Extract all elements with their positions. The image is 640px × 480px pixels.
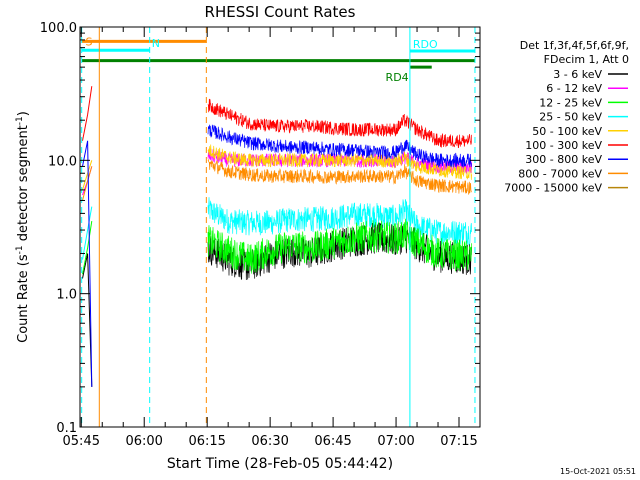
legend-label: 800 - 7000 keV bbox=[518, 167, 602, 180]
legend-label: 6 - 12 keV bbox=[546, 82, 602, 95]
series-line-pre bbox=[82, 253, 93, 387]
series-line-post bbox=[207, 159, 472, 195]
series-6 bbox=[82, 124, 472, 387]
y-axis-label-mid: detector segment bbox=[16, 125, 31, 245]
legend-label: 25 - 50 keV bbox=[539, 111, 602, 124]
legend: Det 1f,3f,4f,5f,6f,9f, FDecim 1, Att 0 3… bbox=[504, 39, 629, 195]
y-tick-label: 0.1 bbox=[56, 421, 77, 436]
plot-frame bbox=[79, 26, 481, 428]
x-tick-label: 05:45 bbox=[63, 434, 100, 449]
x-axis: 05:45 06:00 06:15 06:30 06:45 07:00 07:15 bbox=[63, 27, 481, 449]
annotation-layer: S N RD4 RDO bbox=[81, 35, 475, 84]
legend-label: 300 - 800 keV bbox=[525, 153, 602, 166]
y-axis-label-main: Count Rate (s bbox=[16, 254, 31, 343]
series-layer bbox=[82, 86, 472, 387]
x-axis-label: Start Time (28-Feb-05 05:44:42) bbox=[167, 456, 393, 472]
series-line-pre bbox=[82, 140, 93, 387]
y-axis-label: Count Rate (s-1 detector segment-1) bbox=[15, 111, 31, 343]
series-line-pre bbox=[82, 166, 93, 201]
x-tick-label: 07:15 bbox=[440, 434, 477, 449]
status-bar-label: N bbox=[152, 37, 160, 50]
x-tick-label: 06:30 bbox=[251, 434, 288, 449]
series-5 bbox=[82, 86, 472, 149]
legend-header-line-1: Det 1f,3f,4f,5f,6f,9f, bbox=[520, 39, 629, 52]
legend-label: 50 - 100 keV bbox=[532, 125, 602, 138]
series-line-post bbox=[207, 197, 472, 246]
chart-title: RHESSI Count Rates bbox=[205, 3, 356, 21]
status-bar-label: RD4 bbox=[386, 71, 409, 84]
series-line-pre bbox=[82, 86, 93, 141]
x-tick-label: 06:45 bbox=[314, 434, 351, 449]
y-axis-label-end: ) bbox=[16, 111, 31, 116]
x-tick-label: 07:00 bbox=[377, 434, 414, 449]
series-line-post bbox=[207, 98, 472, 149]
legend-label: 7000 - 15000 keV bbox=[504, 182, 602, 195]
series-line-post bbox=[207, 124, 472, 168]
status-bar-label: RDO bbox=[413, 38, 438, 51]
x-tick-label: 06:15 bbox=[188, 434, 225, 449]
vertical-marker-layer bbox=[81, 27, 476, 427]
status-bar-label: S bbox=[85, 35, 92, 48]
series-line-pre bbox=[82, 160, 93, 191]
legend-label: 3 - 6 keV bbox=[553, 68, 602, 81]
x-tick-label: 06:00 bbox=[125, 434, 162, 449]
legend-header-line-2: FDecim 1, Att 0 bbox=[544, 53, 629, 66]
y-axis-label-sup1: -1 bbox=[15, 245, 25, 254]
series-line-post bbox=[207, 218, 472, 274]
y-tick-label: 1.0 bbox=[56, 288, 77, 303]
series-4 bbox=[82, 144, 472, 191]
series-7 bbox=[82, 159, 472, 201]
series-line-pre bbox=[82, 221, 93, 275]
date-stamp: 15-Oct-2021 05:51 bbox=[560, 467, 636, 476]
series-2 bbox=[82, 218, 472, 275]
y-axis: 0.1 1.0 10.0 100.0 bbox=[40, 21, 480, 436]
legend-label: 100 - 300 keV bbox=[525, 139, 602, 152]
series-line-pre bbox=[82, 206, 93, 260]
series-line-post bbox=[207, 144, 472, 180]
legend-label: 12 - 25 keV bbox=[539, 96, 602, 109]
series-3 bbox=[82, 197, 472, 260]
y-tick-label: 10.0 bbox=[48, 154, 77, 169]
y-axis-label-sup2: -1 bbox=[15, 116, 25, 125]
y-tick-label: 100.0 bbox=[40, 21, 77, 36]
